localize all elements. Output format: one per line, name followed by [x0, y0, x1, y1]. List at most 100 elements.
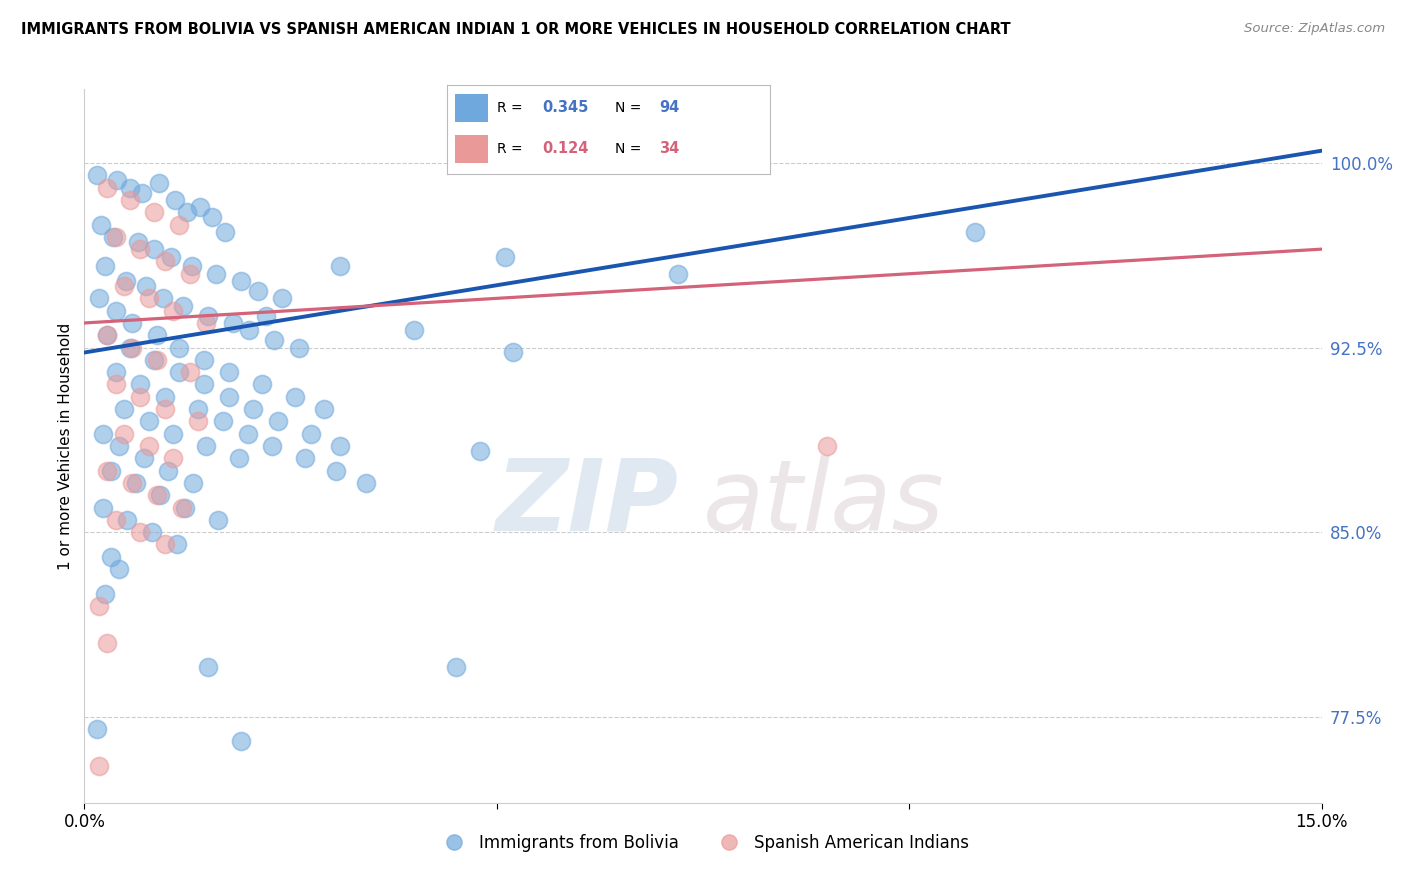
Point [262, 439, 284, 453]
Point [89, 759, 111, 773]
Point [104, 365, 127, 379]
Point [89, 599, 111, 613]
Point [129, 242, 152, 256]
Point [104, 513, 127, 527]
Text: atlas: atlas [703, 455, 945, 551]
Point [138, 291, 160, 305]
Point [90, 218, 112, 232]
Point [96, 328, 118, 343]
Point [167, 365, 190, 379]
Point [143, 205, 166, 219]
Point [118, 193, 141, 207]
Point [153, 390, 176, 404]
Point [94, 587, 117, 601]
Point [214, 225, 236, 239]
Point [197, 660, 219, 674]
Text: 94: 94 [659, 101, 679, 115]
Text: Source: ZipAtlas.com: Source: ZipAtlas.com [1244, 22, 1385, 36]
Point [267, 414, 290, 428]
Point [131, 186, 153, 200]
Text: R =: R = [498, 101, 523, 115]
Point [96, 328, 118, 343]
Point [666, 267, 689, 281]
Point [103, 230, 125, 244]
Point [228, 451, 250, 466]
Point [127, 235, 149, 249]
Point [284, 390, 307, 404]
Point [180, 260, 202, 274]
Point [263, 333, 285, 347]
Point [89, 291, 111, 305]
Point [152, 291, 174, 305]
Point [229, 734, 252, 748]
Point [188, 200, 211, 214]
Point [157, 464, 180, 478]
Point [325, 464, 347, 478]
Point [218, 365, 240, 379]
Point [160, 250, 183, 264]
Point [117, 513, 139, 527]
Point [299, 426, 322, 441]
Point [181, 475, 204, 490]
Point [104, 377, 127, 392]
Point [288, 341, 311, 355]
Point [153, 402, 176, 417]
Point [135, 279, 157, 293]
Point [112, 279, 135, 293]
Point [218, 390, 240, 404]
Point [118, 180, 141, 194]
Point [124, 475, 146, 490]
Point [129, 377, 152, 392]
Text: N =: N = [616, 101, 641, 115]
Point [96, 464, 118, 478]
Point [193, 377, 215, 392]
Point [100, 464, 122, 478]
Point [965, 225, 987, 239]
Point [470, 444, 492, 458]
Point [141, 525, 163, 540]
Point [121, 316, 143, 330]
Point [356, 475, 378, 490]
Point [153, 254, 176, 268]
Point [86, 722, 108, 736]
Point [105, 173, 128, 187]
Point [162, 426, 184, 441]
Point [172, 299, 194, 313]
Point [132, 451, 155, 466]
Point [271, 291, 294, 305]
Point [205, 267, 228, 281]
Point [229, 274, 252, 288]
Point [100, 549, 122, 564]
Point [193, 352, 215, 367]
Point [236, 426, 259, 441]
Text: N =: N = [616, 142, 641, 156]
Point [146, 352, 169, 367]
Point [815, 439, 838, 453]
Point [242, 402, 264, 417]
Point [96, 636, 118, 650]
Point [174, 500, 197, 515]
Point [146, 488, 169, 502]
Point [201, 210, 224, 224]
Point [444, 660, 467, 674]
Point [138, 439, 160, 453]
Point [138, 414, 160, 428]
Point [207, 513, 229, 527]
Legend: Immigrants from Bolivia, Spanish American Indians: Immigrants from Bolivia, Spanish America… [430, 828, 976, 859]
Point [187, 402, 209, 417]
Point [104, 303, 127, 318]
Point [404, 323, 426, 337]
Point [118, 341, 141, 355]
Point [329, 439, 352, 453]
Text: IMMIGRANTS FROM BOLIVIA VS SPANISH AMERICAN INDIAN 1 OR MORE VEHICLES IN HOUSEHO: IMMIGRANTS FROM BOLIVIA VS SPANISH AMERI… [21, 22, 1011, 37]
Point [91, 500, 114, 515]
Point [112, 402, 135, 417]
Point [146, 328, 169, 343]
Point [166, 537, 188, 551]
Point [153, 537, 176, 551]
Point [176, 205, 198, 219]
Point [195, 439, 218, 453]
Point [197, 309, 219, 323]
Point [121, 475, 143, 490]
Point [170, 500, 193, 515]
